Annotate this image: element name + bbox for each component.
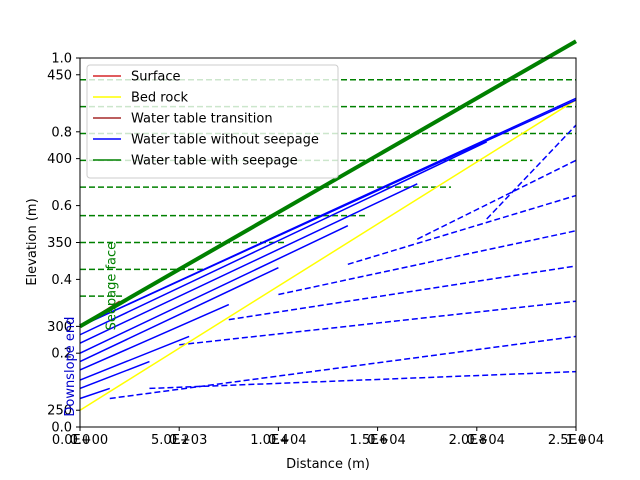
x-axis-label: Distance (m) [286,457,370,472]
y-tick-label: 350 [47,236,72,251]
y-axis-label: Elevation (m) [25,198,40,285]
water-table-without-seepage-line [79,303,230,371]
legend-entry-label: Surface [131,70,181,85]
x-overlay-tick-label: 1.0 [566,433,587,448]
legend-entry-label: Water table without seepage [131,133,319,148]
annotation-seepage-face: Seepage face [105,242,120,331]
legend-entry-label: Bed rock [131,91,188,106]
legend-entry-label: Water table transition [131,112,273,127]
water-table-dashed-line [278,230,577,296]
water-table-without-seepage-line [79,335,190,381]
water-table-without-seepage-line [79,183,418,344]
x-overlay-tick-label: 0.0 [70,433,91,448]
y-overlay-tick-label: 0.4 [51,273,72,288]
y-overlay-tick-label: 0.0 [51,421,72,436]
series-line-bed-rock [79,99,577,411]
water-table-without-seepage-line [79,387,111,400]
water-table-without-seepage-line [79,225,349,354]
x-tick-label: 2.5E+04 [548,433,604,448]
y-tick-label: 400 [47,152,72,167]
water-table-dashed-line [416,159,577,240]
x-overlay-tick-label: 0.4 [268,433,289,448]
water-table-without-seepage-line [79,141,488,336]
y-overlay-tick-label: 0.8 [51,125,72,140]
y-tick-label: 250 [47,404,72,419]
water-table-dashed-line [149,370,577,390]
water-table-dashed-line [486,124,577,220]
y-tick-label: 450 [47,68,72,83]
ticks-layer: 0.0E+000.0 5.0E+030.2 1.0E+040.4 1.5E+040.6… [47,52,604,449]
series-line-water-table-with-seepage [79,39,577,329]
water-table-dashed-line [179,300,577,346]
annotation-layer: Seepage face Downslope end [63,242,120,417]
legend-box [86,64,339,179]
y-overlay-tick-label: 1.0 [51,52,72,67]
legend: Surface Bed rock Water table transition Wat… [86,64,339,179]
x-tick-label: 1.5E+04 [349,433,405,448]
x-tick-label: 5.0E+03 [151,433,207,448]
water-table-dashed-line [109,335,577,400]
series-line-water-table-without-seepage [79,99,577,328]
x-tick-label: 2.0E+04 [449,433,505,448]
water-table-dashed-line [228,265,577,321]
y-overlay-tick-label: 0.6 [51,199,72,214]
water-table-without-seepage-line [79,360,150,390]
x-tick-label: 0.0E+00 [52,433,108,448]
x-overlay-tick-label: 0.6 [367,433,388,448]
y-overlay-tick-label: 0.2 [51,347,72,362]
x-overlay-tick-label: 0.2 [169,433,190,448]
water-table-without-seepage-line [79,266,279,363]
x-tick-label: 1.0E+04 [250,433,306,448]
annotation-downslope-end: Downslope end [63,317,78,417]
x-overlay-tick-label: 0.8 [466,433,487,448]
y-tick-label: 300 [47,320,72,335]
water-table-dashed-line [347,194,577,266]
legend-entry-label: Water table with seepage [131,154,298,169]
